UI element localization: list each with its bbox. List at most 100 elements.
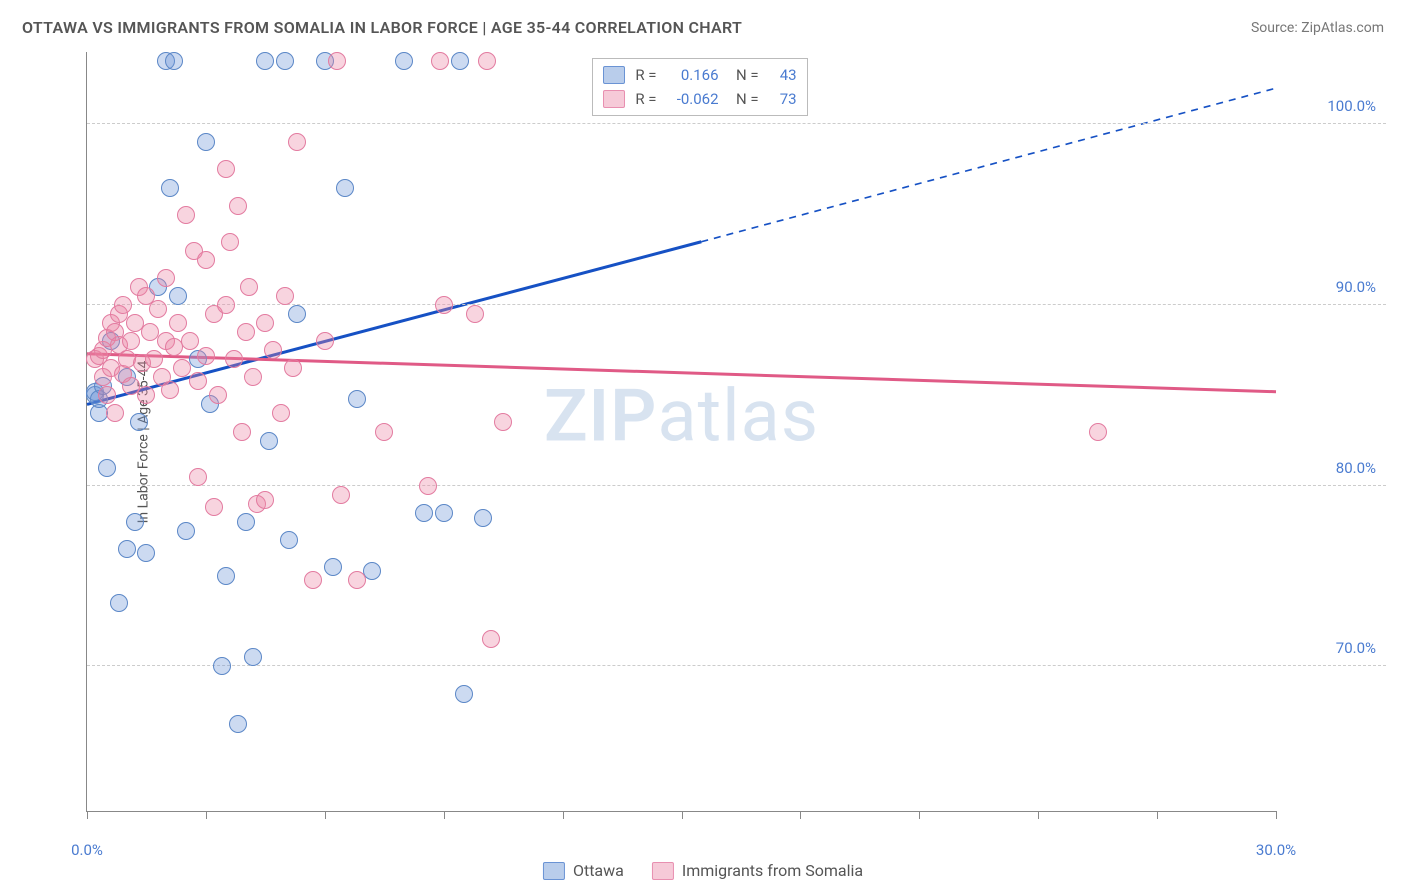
- data-point-somalia: [173, 359, 191, 377]
- data-point-ottawa: [288, 305, 306, 323]
- data-point-somalia: [114, 296, 132, 314]
- chart-source: Source: ZipAtlas.com: [1251, 20, 1384, 36]
- series-legend: OttawaImmigrants from Somalia: [543, 861, 863, 880]
- data-point-somalia: [375, 423, 393, 441]
- data-point-somalia: [106, 404, 124, 422]
- data-point-somalia: [419, 477, 437, 495]
- legend-swatch-somalia: [652, 862, 674, 880]
- legend-n-value: 73: [769, 87, 797, 111]
- data-point-somalia: [316, 332, 334, 350]
- data-point-ottawa: [324, 558, 342, 576]
- data-point-somalia: [304, 571, 322, 589]
- y-tick-label: 80.0%: [1286, 459, 1376, 477]
- legend-r-value: 0.166: [667, 63, 719, 87]
- x-tick-label: 0.0%: [71, 841, 103, 859]
- data-point-ottawa: [415, 504, 433, 522]
- data-point-somalia: [348, 571, 366, 589]
- data-point-ottawa: [197, 133, 215, 151]
- gridline-h: [87, 123, 1386, 124]
- x-tick: [206, 811, 207, 819]
- data-point-somalia: [145, 350, 163, 368]
- y-tick-label: 90.0%: [1286, 278, 1376, 296]
- data-point-somalia: [272, 404, 290, 422]
- data-point-somalia: [169, 314, 187, 332]
- data-point-somalia: [494, 413, 512, 431]
- data-point-somalia: [466, 305, 484, 323]
- data-point-ottawa: [213, 657, 231, 675]
- data-point-somalia: [225, 350, 243, 368]
- data-point-somalia: [256, 314, 274, 332]
- data-point-somalia: [240, 278, 258, 296]
- data-point-ottawa: [455, 685, 473, 703]
- x-tick: [1157, 811, 1158, 819]
- series-legend-item-ottawa: Ottawa: [543, 861, 624, 880]
- data-point-ottawa: [260, 432, 278, 450]
- gridline-h: [87, 485, 1386, 486]
- data-point-somalia: [221, 233, 239, 251]
- correlation-legend: R =0.166 N =43R =-0.062 N =73: [592, 58, 807, 116]
- data-point-somalia: [205, 498, 223, 516]
- data-point-ottawa: [130, 413, 148, 431]
- chart-header: OTTAWA VS IMMIGRANTS FROM SOMALIA IN LAB…: [22, 18, 1384, 37]
- data-point-somalia: [435, 296, 453, 314]
- data-point-somalia: [284, 359, 302, 377]
- watermark: ZIPatlas: [544, 374, 819, 459]
- data-point-somalia: [264, 341, 282, 359]
- x-tick: [919, 811, 920, 819]
- data-point-somalia: [137, 386, 155, 404]
- legend-n-label: N =: [729, 63, 759, 87]
- data-point-somalia: [431, 52, 449, 70]
- x-tick: [682, 811, 683, 819]
- data-point-ottawa: [217, 567, 235, 585]
- data-point-ottawa: [336, 179, 354, 197]
- data-point-somalia: [244, 368, 262, 386]
- data-point-somalia: [233, 423, 251, 441]
- watermark-zip: ZIP: [544, 374, 657, 459]
- x-tick: [563, 811, 564, 819]
- data-point-somalia: [217, 160, 235, 178]
- data-point-somalia: [189, 372, 207, 390]
- data-point-ottawa: [118, 540, 136, 558]
- data-point-somalia: [328, 52, 346, 70]
- data-point-ottawa: [280, 531, 298, 549]
- plot-area: ZIPatlas R =0.166 N =43R =-0.062 N =73 7…: [86, 52, 1276, 812]
- data-point-ottawa: [161, 179, 179, 197]
- data-point-somalia: [276, 287, 294, 305]
- data-point-ottawa: [169, 287, 187, 305]
- data-point-ottawa: [474, 509, 492, 527]
- x-tick-label: 30.0%: [1256, 841, 1296, 859]
- data-point-somalia: [237, 323, 255, 341]
- data-point-somalia: [149, 300, 167, 318]
- data-point-ottawa: [177, 522, 195, 540]
- correlation-legend-row-somalia: R =-0.062 N =73: [603, 87, 796, 111]
- data-point-ottawa: [229, 715, 247, 733]
- x-tick: [1038, 811, 1039, 819]
- watermark-atlas: atlas: [657, 374, 819, 459]
- data-point-somalia: [181, 332, 199, 350]
- data-point-ottawa: [256, 52, 274, 70]
- data-point-ottawa: [137, 544, 155, 562]
- data-point-somalia: [482, 630, 500, 648]
- data-point-ottawa: [244, 648, 262, 666]
- legend-swatch-somalia: [603, 90, 625, 108]
- x-tick: [87, 811, 88, 819]
- data-point-ottawa: [276, 52, 294, 70]
- correlation-legend-row-ottawa: R =0.166 N =43: [603, 63, 796, 87]
- data-point-ottawa: [363, 562, 381, 580]
- data-point-somalia: [229, 197, 247, 215]
- data-point-somalia: [1089, 423, 1107, 441]
- data-point-somalia: [197, 347, 215, 365]
- data-point-ottawa: [395, 52, 413, 70]
- data-point-somalia: [122, 332, 140, 350]
- legend-swatch-ottawa: [543, 862, 565, 880]
- data-point-somalia: [478, 52, 496, 70]
- chart-title: OTTAWA VS IMMIGRANTS FROM SOMALIA IN LAB…: [22, 18, 742, 37]
- data-point-ottawa: [110, 594, 128, 612]
- data-point-ottawa: [348, 390, 366, 408]
- series-legend-label: Ottawa: [573, 861, 624, 880]
- data-point-somalia: [189, 468, 207, 486]
- data-point-somalia: [332, 486, 350, 504]
- data-point-somalia: [288, 133, 306, 151]
- legend-r-value: -0.062: [667, 87, 719, 111]
- data-point-ottawa: [435, 504, 453, 522]
